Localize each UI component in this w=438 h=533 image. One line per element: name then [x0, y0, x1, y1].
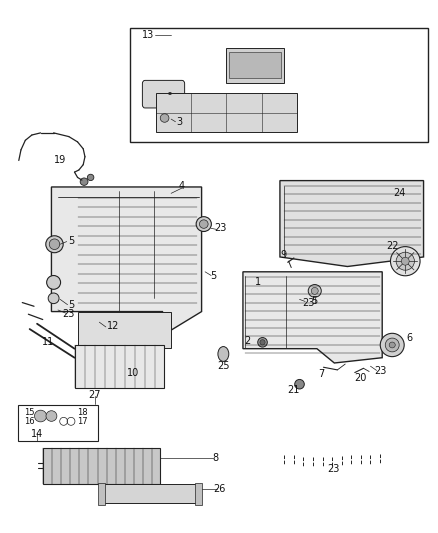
Polygon shape [243, 272, 382, 363]
Ellipse shape [295, 379, 304, 389]
Text: 11: 11 [42, 337, 54, 347]
Text: 3: 3 [176, 117, 182, 127]
Text: 23: 23 [327, 464, 339, 474]
Text: 26: 26 [214, 484, 226, 494]
Text: 4: 4 [179, 181, 185, 191]
Text: 22: 22 [386, 241, 399, 252]
Ellipse shape [391, 247, 420, 276]
Ellipse shape [396, 252, 414, 270]
Text: 13: 13 [142, 30, 155, 40]
Ellipse shape [87, 174, 94, 181]
Bar [226, 48, 284, 83]
Text: 10: 10 [127, 368, 139, 377]
Text: 24: 24 [393, 188, 406, 198]
Text: 6: 6 [406, 333, 413, 343]
Ellipse shape [199, 220, 208, 228]
Ellipse shape [389, 342, 395, 348]
Bar [43, 448, 160, 484]
Ellipse shape [260, 340, 265, 345]
Bar [229, 52, 281, 78]
Bar [101, 484, 196, 503]
Ellipse shape [47, 276, 60, 289]
Text: 5: 5 [68, 236, 74, 246]
Text: 5: 5 [311, 296, 318, 306]
Text: 17: 17 [77, 417, 88, 426]
Bar [156, 93, 297, 132]
Ellipse shape [160, 114, 169, 122]
Ellipse shape [385, 338, 399, 352]
FancyBboxPatch shape [142, 80, 185, 108]
Ellipse shape [311, 287, 318, 294]
Polygon shape [280, 181, 424, 266]
Text: 8: 8 [212, 454, 219, 463]
Polygon shape [51, 187, 201, 330]
Text: 23: 23 [63, 309, 75, 319]
Bar [195, 483, 201, 505]
Text: 25: 25 [217, 361, 230, 371]
Text: 9: 9 [280, 250, 286, 260]
Text: 16: 16 [24, 417, 35, 426]
Ellipse shape [258, 337, 267, 347]
Ellipse shape [80, 178, 88, 185]
Text: 23: 23 [374, 367, 386, 376]
Text: 5: 5 [68, 300, 74, 310]
Bar [130, 28, 428, 142]
Ellipse shape [35, 410, 47, 422]
Ellipse shape [48, 293, 59, 304]
Text: 1: 1 [255, 277, 261, 287]
Text: 23: 23 [214, 223, 226, 233]
Ellipse shape [49, 239, 60, 249]
Ellipse shape [308, 285, 321, 297]
Bar [98, 483, 105, 505]
Text: 20: 20 [354, 373, 367, 383]
Ellipse shape [46, 236, 63, 253]
Bar [74, 345, 164, 389]
Text: 7: 7 [318, 369, 325, 378]
Text: 18: 18 [77, 408, 88, 417]
Bar [18, 406, 99, 441]
Text: 2: 2 [244, 336, 251, 346]
Text: 15: 15 [24, 408, 35, 417]
Ellipse shape [46, 411, 57, 421]
Text: 5: 5 [211, 271, 217, 281]
Text: 23: 23 [302, 297, 314, 308]
Text: 19: 19 [54, 156, 66, 165]
Ellipse shape [380, 333, 404, 357]
Text: 27: 27 [89, 390, 101, 400]
Text: 12: 12 [107, 321, 119, 332]
Ellipse shape [218, 346, 229, 361]
Text: 14: 14 [31, 429, 43, 439]
Ellipse shape [401, 257, 409, 265]
Bar [78, 312, 171, 348]
Text: 21: 21 [287, 385, 299, 395]
Ellipse shape [196, 216, 212, 231]
